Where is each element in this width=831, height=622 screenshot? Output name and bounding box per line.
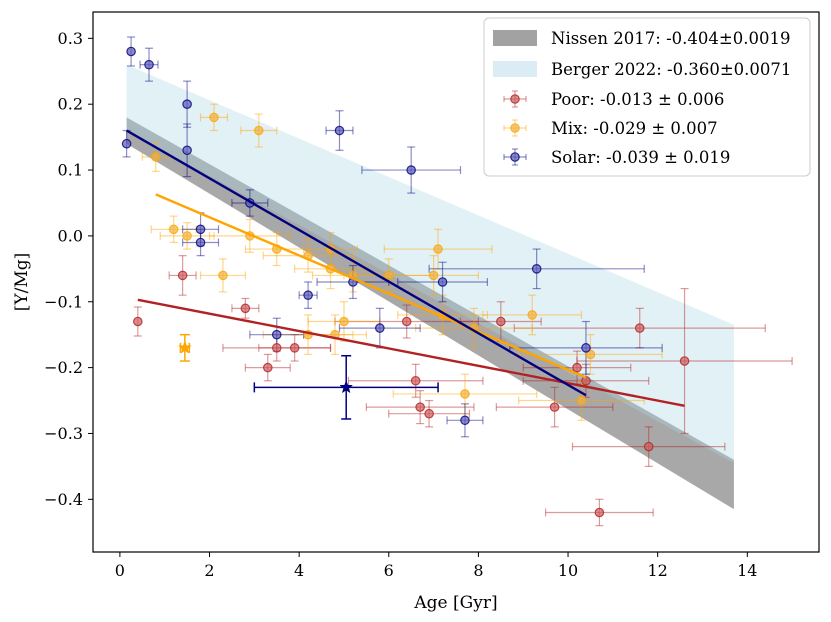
y-tick-label: −0.1	[44, 292, 83, 311]
x-tick-label: 4	[294, 561, 304, 580]
x-axis: 0 2 4 6 8 10 12 14	[115, 552, 757, 580]
solar-point	[460, 415, 470, 426]
solar-point	[182, 99, 192, 109]
y-tick-label: 0.0	[58, 226, 83, 245]
solar-point	[406, 165, 416, 175]
poor-point	[262, 362, 273, 373]
fit-lines-layer	[126, 129, 685, 407]
poor-point	[289, 343, 300, 353]
legend-marker-solar-dot	[510, 152, 520, 162]
mix-point	[182, 231, 192, 241]
poor-point	[679, 356, 690, 366]
poor-point	[572, 362, 582, 373]
legend-label-solar: Solar: -0.039 ± 0.019	[551, 148, 730, 167]
legend-swatch-nissen	[493, 30, 537, 46]
solar-fit-line	[126, 129, 587, 397]
band-nissen-2017	[126, 117, 734, 510]
y-tick-label: 0.3	[58, 29, 83, 48]
solar-point	[531, 264, 542, 274]
y-axis: 0.3 0.2 0.1 0.0 −0.1 −0.2 −0.3 −0.4	[44, 29, 93, 509]
mix-point	[150, 152, 161, 162]
poor-point	[549, 402, 560, 412]
solar-point	[271, 329, 282, 340]
mix-point	[218, 270, 228, 281]
solar-point	[437, 277, 448, 287]
y-tick-label: −0.4	[44, 490, 83, 509]
solar-point	[195, 224, 206, 235]
mix-point	[383, 270, 394, 281]
mix-point	[209, 112, 219, 123]
x-tick-label: 14	[737, 561, 757, 580]
x-tick-label: 10	[558, 561, 578, 580]
bands-layer	[126, 64, 734, 510]
highlights-layer	[178, 333, 439, 420]
poor-point	[424, 408, 434, 419]
y-tick-label: −0.3	[44, 424, 83, 443]
legend-label-mix: Mix: -0.029 ± 0.007	[551, 119, 718, 138]
solar-point	[303, 290, 313, 300]
solar-point	[195, 237, 206, 248]
poor-point	[594, 507, 605, 518]
band-berger-2022	[126, 64, 734, 464]
y-axis-label: [Y/Mg]	[12, 253, 32, 312]
solar-point	[375, 323, 385, 333]
mix-point	[254, 125, 264, 136]
legend-marker-poor-dot	[510, 94, 520, 104]
poor-point	[133, 316, 143, 327]
poor-point	[634, 323, 645, 333]
solar-point	[144, 59, 154, 70]
mix-point	[433, 244, 443, 254]
y-tick-label: 0.1	[58, 161, 83, 180]
legend-marker-mix-dot	[510, 123, 520, 133]
solar-point	[581, 343, 591, 353]
x-axis-label: Age [Gyr]	[413, 593, 497, 613]
mix-point	[428, 270, 439, 281]
legend-label-berger: Berger 2022: -0.360±0.0071	[551, 60, 791, 79]
mix-point	[527, 310, 537, 320]
plot-frame	[92, 11, 820, 553]
orange-star-marker	[178, 340, 192, 354]
navy-star-marker	[339, 380, 354, 394]
legend-label-poor: Poor: -0.013 ± 0.006	[551, 90, 724, 109]
poor-point	[415, 402, 425, 412]
poor-point	[401, 316, 412, 327]
mix-point	[460, 389, 470, 399]
poor-fit-line	[137, 298, 685, 407]
legend-swatch-berger	[493, 61, 537, 77]
poor-point	[271, 343, 282, 353]
solar-point	[182, 145, 192, 156]
mix-point	[576, 395, 587, 406]
legend-frame	[483, 17, 811, 177]
mix-fit-line	[155, 193, 587, 379]
y-tick-label: −0.2	[44, 358, 83, 377]
poor-point	[177, 270, 188, 281]
poor-point	[496, 316, 506, 327]
points-layer	[121, 46, 690, 518]
x-tick-label: 8	[473, 561, 483, 580]
x-tick-label: 0	[115, 561, 125, 580]
poor-point	[581, 375, 591, 386]
mix-point	[339, 316, 349, 327]
mix-point	[168, 224, 179, 235]
x-tick-label: 2	[204, 561, 214, 580]
legend: Nissen 2017: -0.404±0.0019 Berger 2022: …	[483, 17, 811, 177]
x-tick-label: 6	[384, 561, 394, 580]
mix-point	[585, 349, 596, 360]
solar-point	[126, 46, 136, 57]
poor-point	[240, 303, 251, 314]
legend-label-nissen: Nissen 2017: -0.404±0.0019	[551, 29, 790, 48]
solar-point	[121, 138, 132, 149]
y-tick-label: 0.2	[58, 95, 83, 114]
poor-point	[410, 375, 421, 386]
poor-point	[643, 441, 654, 452]
solar-point	[334, 125, 345, 136]
x-tick-label: 12	[647, 561, 667, 580]
